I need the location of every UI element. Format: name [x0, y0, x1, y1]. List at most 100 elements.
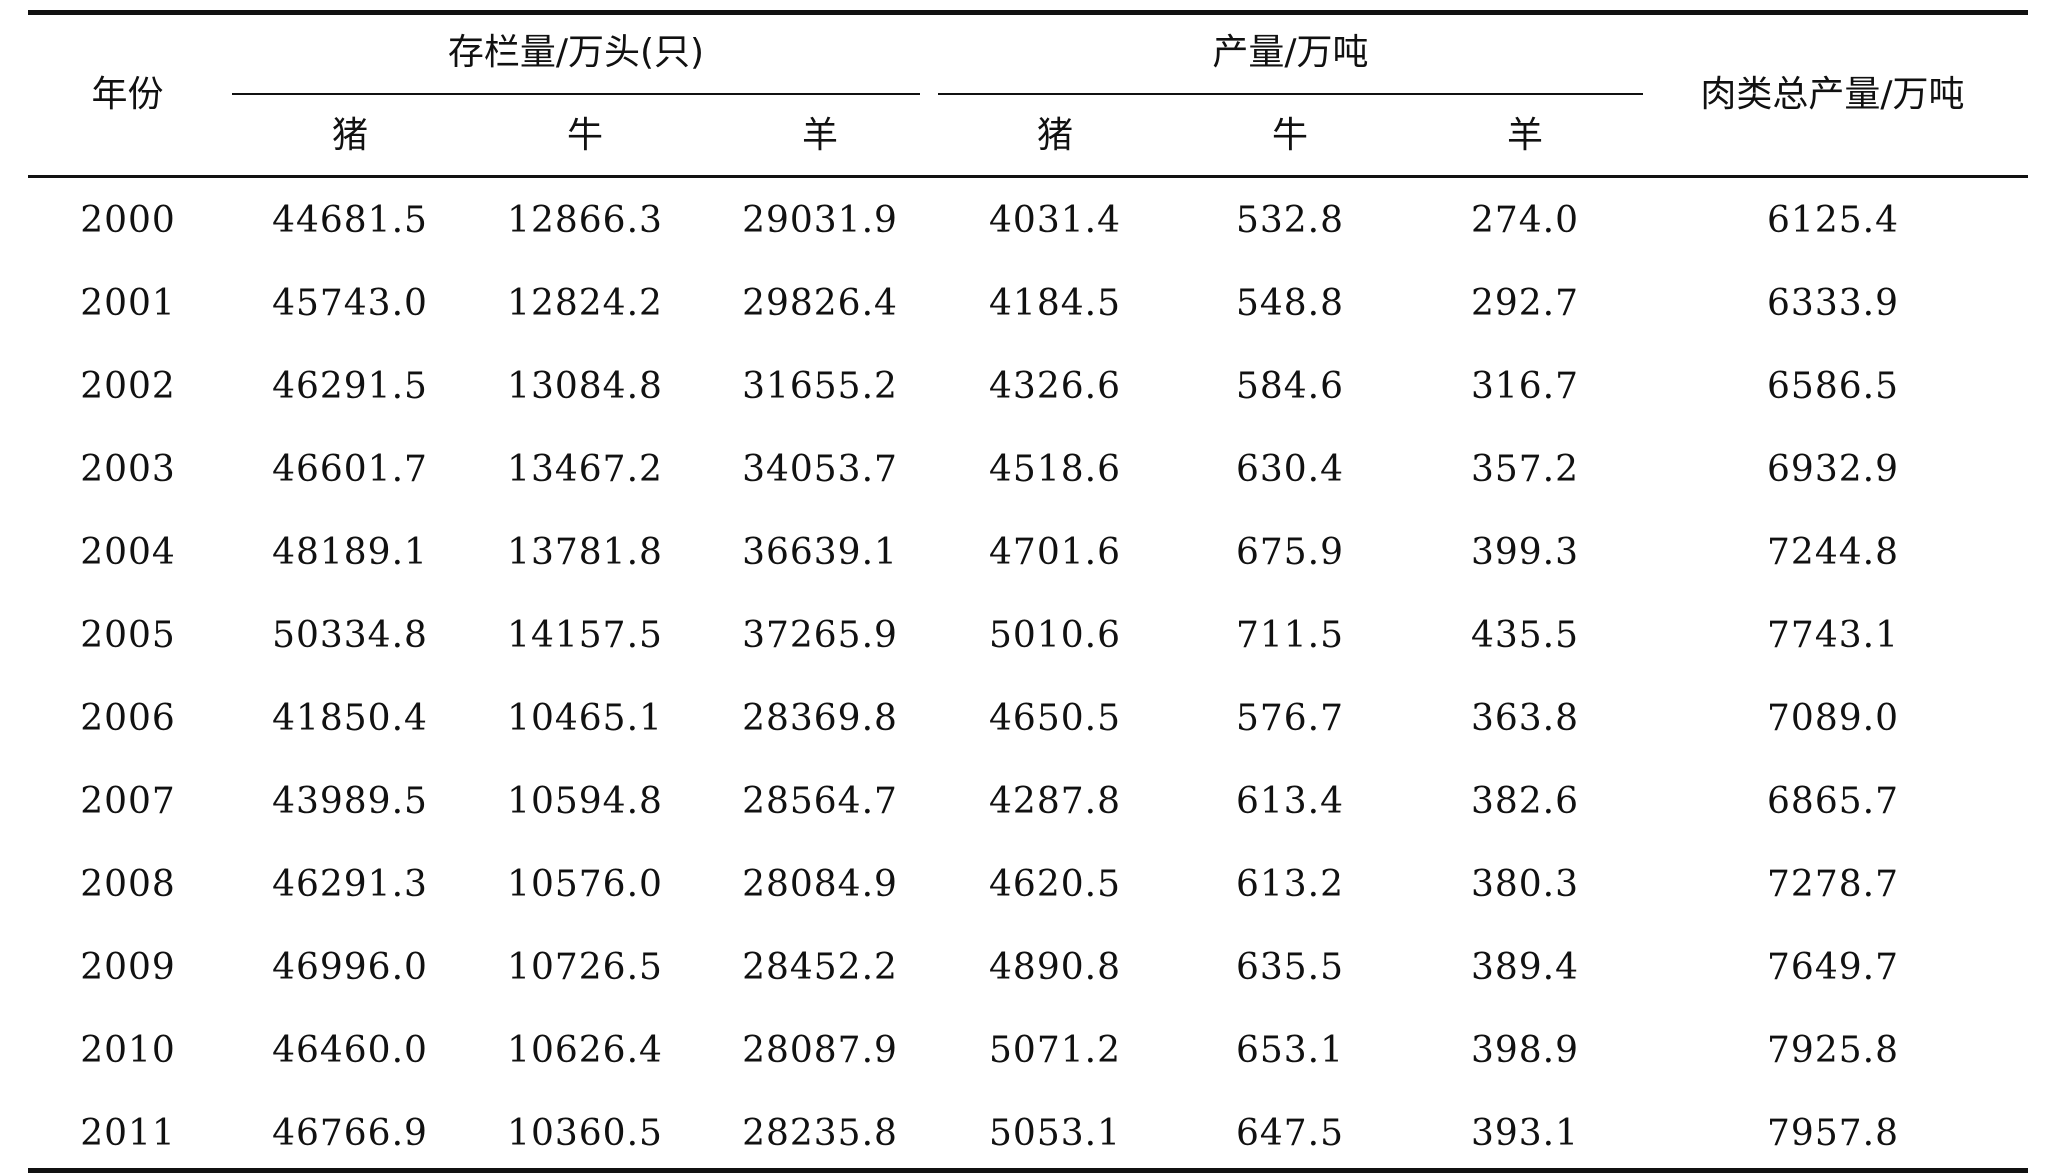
cell-output-sheep: 292.7 — [1470, 283, 1580, 324]
cell-meat-total: 7957.8 — [1767, 1113, 1899, 1154]
cell-output-sheep: 435.5 — [1470, 615, 1580, 656]
cell-stock-sheep: 28084.9 — [742, 864, 898, 905]
cell-output-cattle: 548.8 — [1235, 283, 1345, 324]
cell-stock-pig: 46766.9 — [272, 1113, 428, 1154]
cell-meat-total: 6125.4 — [1767, 200, 1899, 241]
cell-stock-cattle: 10594.8 — [507, 781, 663, 822]
cell-output-sheep: 393.1 — [1470, 1113, 1580, 1154]
cell-stock-sheep: 34053.7 — [742, 449, 898, 490]
cell-output-sheep: 316.7 — [1470, 366, 1580, 407]
cell-output-sheep: 274.0 — [1470, 200, 1580, 241]
header-output-cattle: 牛 — [1271, 115, 1308, 156]
cell-stock-sheep: 37265.9 — [742, 615, 898, 656]
cell-year: 2004 — [80, 532, 176, 573]
cell-stock-cattle: 10360.5 — [507, 1113, 663, 1154]
cell-output-cattle: 613.4 — [1235, 781, 1345, 822]
cell-stock-cattle: 10626.4 — [507, 1030, 663, 1071]
cell-stock-pig: 44681.5 — [272, 200, 428, 241]
cell-output-cattle: 647.5 — [1235, 1113, 1345, 1154]
cell-output-cattle: 711.5 — [1235, 615, 1345, 656]
cell-stock-pig: 45743.0 — [272, 283, 428, 324]
cell-output-pig: 4184.5 — [989, 283, 1121, 324]
header-stock-pig: 猪 — [331, 115, 368, 156]
table-top-rule — [28, 10, 2028, 15]
header-stock-cattle: 牛 — [566, 115, 603, 156]
cell-stock-pig: 46291.5 — [272, 366, 428, 407]
header-meat-total: 肉类总产量/万吨 — [1700, 74, 1965, 115]
cell-meat-total: 7743.1 — [1767, 615, 1899, 656]
header-stock-sheep: 羊 — [801, 115, 838, 156]
cell-stock-sheep: 28564.7 — [742, 781, 898, 822]
cell-output-pig: 4620.5 — [989, 864, 1121, 905]
cell-meat-total: 7278.7 — [1767, 864, 1899, 905]
table-bottom-rule — [28, 1168, 2028, 1173]
cell-stock-sheep: 28087.9 — [742, 1030, 898, 1071]
cell-output-cattle: 630.4 — [1235, 449, 1345, 490]
cell-meat-total: 6586.5 — [1767, 366, 1899, 407]
cell-year: 2006 — [80, 698, 176, 739]
cell-stock-cattle: 12866.3 — [507, 200, 663, 241]
cell-stock-pig: 43989.5 — [272, 781, 428, 822]
cell-meat-total: 7089.0 — [1767, 698, 1899, 739]
cell-year: 2009 — [80, 947, 176, 988]
cell-meat-total: 6333.9 — [1767, 283, 1899, 324]
cell-stock-sheep: 31655.2 — [742, 366, 898, 407]
cell-year: 2002 — [80, 366, 176, 407]
cell-meat-total: 6865.7 — [1767, 781, 1899, 822]
cell-output-pig: 4518.6 — [989, 449, 1121, 490]
cell-stock-cattle: 10576.0 — [507, 864, 663, 905]
cell-output-sheep: 380.3 — [1470, 864, 1580, 905]
cell-year: 2011 — [80, 1113, 176, 1154]
stock-group-underline — [232, 93, 920, 95]
cell-output-pig: 4890.8 — [989, 947, 1121, 988]
cell-year: 2001 — [80, 283, 176, 324]
header-output-group: 产量/万吨 — [1212, 32, 1369, 73]
cell-output-pig: 5071.2 — [989, 1030, 1121, 1071]
cell-output-cattle: 576.7 — [1235, 698, 1345, 739]
cell-output-cattle: 635.5 — [1235, 947, 1345, 988]
cell-output-cattle: 653.1 — [1235, 1030, 1345, 1071]
cell-output-pig: 4287.8 — [989, 781, 1121, 822]
cell-stock-pig: 46291.3 — [272, 864, 428, 905]
cell-output-cattle: 584.6 — [1235, 366, 1345, 407]
cell-stock-pig: 46601.7 — [272, 449, 428, 490]
cell-stock-cattle: 14157.5 — [507, 615, 663, 656]
cell-stock-sheep: 28235.8 — [742, 1113, 898, 1154]
cell-output-sheep: 382.6 — [1470, 781, 1580, 822]
header-output-pig: 猪 — [1036, 115, 1073, 156]
cell-year: 2003 — [80, 449, 176, 490]
cell-stock-cattle: 13084.8 — [507, 366, 663, 407]
header-output-sheep: 羊 — [1506, 115, 1543, 156]
cell-output-sheep: 389.4 — [1470, 947, 1580, 988]
cell-output-pig: 4701.6 — [989, 532, 1121, 573]
cell-output-pig: 4326.6 — [989, 366, 1121, 407]
cell-stock-pig: 46996.0 — [272, 947, 428, 988]
cell-output-pig: 5010.6 — [989, 615, 1121, 656]
cell-output-sheep: 363.8 — [1470, 698, 1580, 739]
cell-year: 2007 — [80, 781, 176, 822]
cell-output-pig: 4650.5 — [989, 698, 1121, 739]
cell-output-cattle: 532.8 — [1235, 200, 1345, 241]
cell-stock-sheep: 28452.2 — [742, 947, 898, 988]
cell-stock-cattle: 13467.2 — [507, 449, 663, 490]
cell-stock-cattle: 10726.5 — [507, 947, 663, 988]
cell-year: 2005 — [80, 615, 176, 656]
cell-year: 2010 — [80, 1030, 176, 1071]
cell-meat-total: 7244.8 — [1767, 532, 1899, 573]
cell-meat-total: 6932.9 — [1767, 449, 1899, 490]
cell-stock-sheep: 29031.9 — [742, 200, 898, 241]
cell-stock-sheep: 29826.4 — [742, 283, 898, 324]
cell-stock-pig: 50334.8 — [272, 615, 428, 656]
header-stock-group: 存栏量/万头(只) — [447, 32, 705, 73]
output-group-underline — [938, 93, 1643, 95]
cell-output-cattle: 613.2 — [1235, 864, 1345, 905]
cell-stock-cattle: 10465.1 — [507, 698, 663, 739]
cell-stock-pig: 48189.1 — [272, 532, 428, 573]
cell-stock-pig: 41850.4 — [272, 698, 428, 739]
cell-output-pig: 5053.1 — [989, 1113, 1121, 1154]
header-year: 年份 — [91, 74, 164, 115]
cell-output-cattle: 675.9 — [1235, 532, 1345, 573]
cell-output-sheep: 357.2 — [1470, 449, 1580, 490]
cell-year: 2008 — [80, 864, 176, 905]
